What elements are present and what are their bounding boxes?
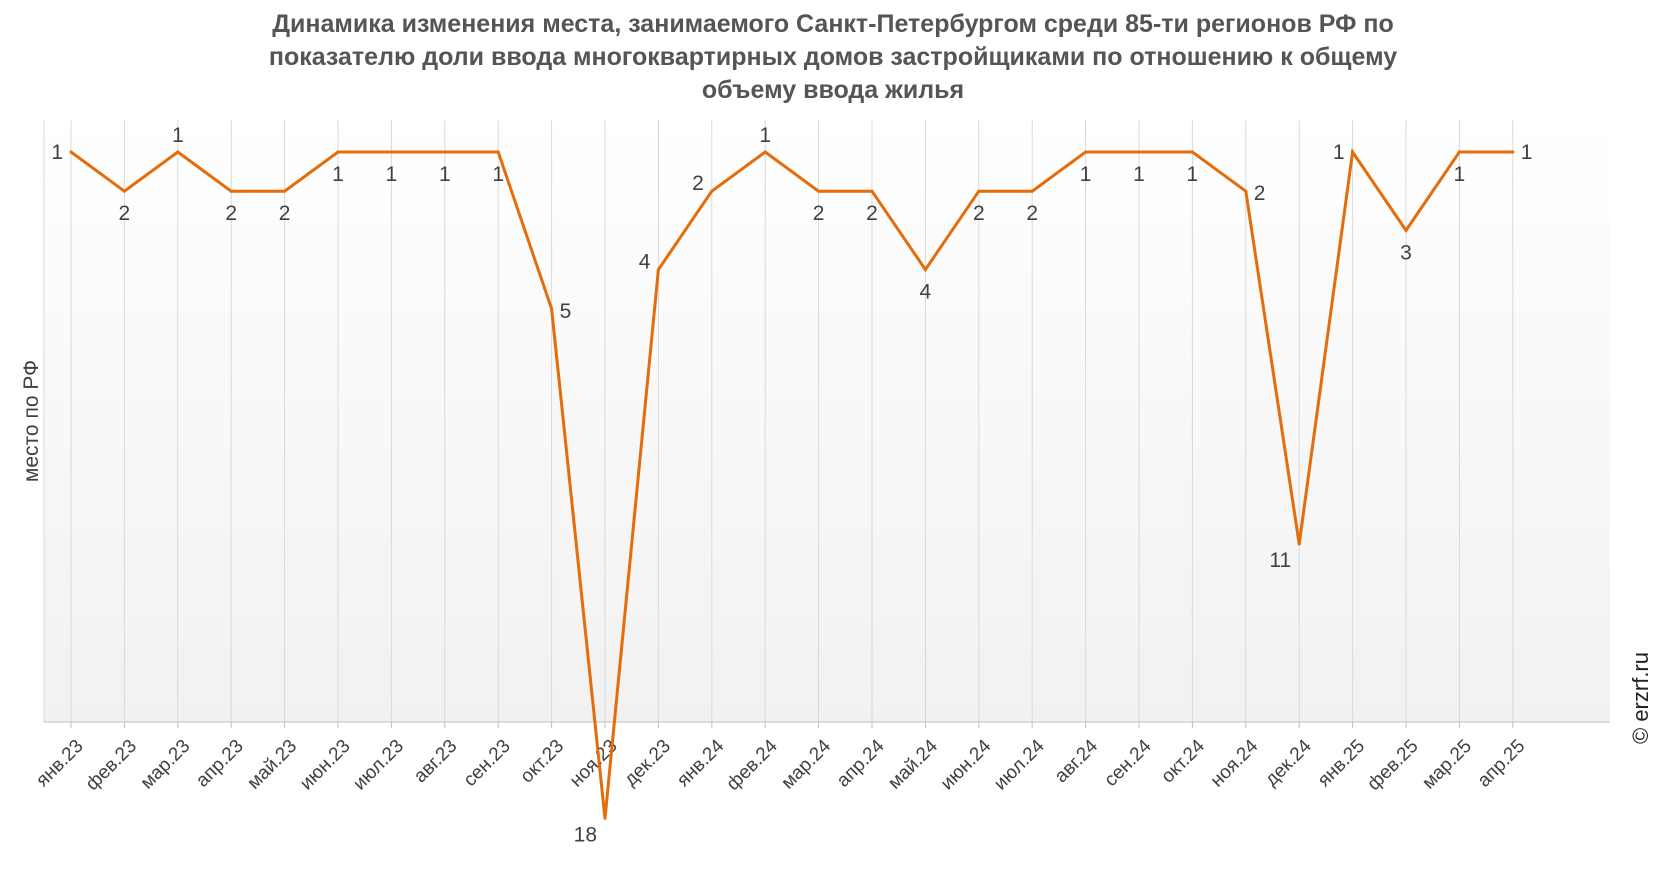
data-point (710, 189, 714, 193)
data-label: 2 (119, 202, 131, 225)
chart-title-line-1: Динамика изменения места, занимаемого Са… (272, 10, 1394, 38)
data-point (1137, 150, 1141, 154)
x-tick-label: фев.25 (1363, 736, 1422, 795)
x-tick-label: июн.23 (296, 736, 355, 795)
plot-area (44, 120, 1610, 722)
chart-title-line-2: показателю доли ввода многоквартирных до… (268, 43, 1398, 71)
data-point (389, 150, 393, 154)
data-point (1244, 189, 1248, 193)
x-tick-label: апр.24 (833, 735, 889, 791)
data-label: 1 (1080, 163, 1092, 186)
data-label: 1 (1333, 141, 1345, 164)
data-label: 1 (332, 163, 344, 186)
data-label: 18 (574, 823, 597, 846)
data-point (763, 150, 767, 154)
x-tick-label: мар.25 (1418, 736, 1476, 794)
x-tick-label: мар.24 (777, 735, 835, 793)
data-point (443, 150, 447, 154)
data-point (1404, 228, 1408, 232)
data-point (496, 150, 500, 154)
data-label: 4 (920, 281, 932, 304)
data-label: 1 (759, 124, 771, 147)
data-point (817, 189, 821, 193)
chart-title-line-3: объему ввода жилья (701, 76, 965, 104)
x-tick-label: сен.23 (460, 736, 515, 791)
x-tick-label: мар.23 (137, 736, 195, 794)
x-tick-label: окт.23 (516, 736, 568, 788)
data-point (1190, 150, 1194, 154)
data-point (1351, 150, 1355, 154)
x-tick-label: фев.23 (82, 736, 141, 795)
data-point (923, 268, 927, 272)
data-point (977, 189, 981, 193)
x-tick-label: май.23 (243, 736, 301, 794)
data-point (229, 189, 233, 193)
gridlines (43, 120, 1514, 722)
x-axis-ticks (70, 722, 1514, 728)
data-label: 5 (560, 300, 572, 323)
data-label: 1 (1133, 163, 1145, 186)
data-label: 2 (973, 202, 985, 225)
x-tick-label: янв.25 (1314, 736, 1369, 791)
series-line-group (69, 147, 1515, 820)
data-point (1297, 542, 1301, 546)
x-tick-label: авг.24 (1051, 735, 1103, 787)
chart-title: Динамика изменения места, занимаемого Са… (0, 8, 1666, 107)
data-point (870, 189, 874, 193)
x-tick-label: апр.25 (1474, 736, 1530, 792)
data-point (69, 150, 73, 154)
data-label: 11 (1269, 549, 1291, 572)
x-tick-label: июн.24 (937, 735, 996, 794)
data-label: 2 (692, 172, 704, 195)
data-label: 1 (386, 163, 398, 186)
data-label: 1 (1187, 163, 1199, 186)
x-tick-label: апр.23 (192, 736, 248, 792)
data-point (122, 189, 126, 193)
y-axis-label: место по РФ (20, 360, 43, 482)
data-point (1030, 189, 1034, 193)
data-point (1084, 150, 1088, 154)
x-tick-label: дек.23 (620, 736, 675, 791)
data-point (176, 150, 180, 154)
data-label: 1 (492, 163, 504, 186)
data-point (603, 816, 607, 820)
data-label: 1 (1521, 141, 1533, 164)
x-tick-label: июл.23 (349, 736, 408, 795)
x-tick-label: янв.24 (673, 735, 729, 791)
data-label: 3 (1400, 241, 1412, 264)
x-tick-label: май.24 (884, 735, 942, 793)
series-line (69, 147, 1515, 819)
x-tick-label: сен.24 (1100, 735, 1155, 790)
data-point (336, 150, 340, 154)
data-label: 1 (439, 163, 451, 186)
data-label: 2 (1254, 182, 1266, 205)
x-tick-label: авг.23 (410, 736, 461, 787)
watermark-text: © erzrf.ru (1628, 652, 1653, 744)
x-tick-label: июл.24 (990, 735, 1049, 794)
x-tick-label: фев.24 (723, 735, 782, 794)
data-point (1457, 150, 1461, 154)
x-tick-label: дек.24 (1261, 735, 1316, 790)
data-point (1511, 150, 1515, 154)
data-label: 2 (866, 202, 878, 225)
data-label: 1 (172, 124, 184, 147)
data-label: 1 (51, 141, 63, 164)
data-point (283, 189, 287, 193)
data-label: 4 (639, 251, 651, 274)
data-label: 1 (1454, 163, 1466, 186)
x-tick-label: ноя.24 (1207, 735, 1263, 791)
data-point (656, 268, 660, 272)
x-tick-label: окт.24 (1157, 735, 1209, 787)
x-axis-labels: янв.23фев.23мар.23апр.23май.23июн.23июл.… (32, 735, 1529, 795)
data-label: 2 (813, 202, 825, 225)
x-tick-label: янв.23 (32, 736, 87, 791)
data-label: 2 (1026, 202, 1038, 225)
data-label: 2 (225, 202, 237, 225)
data-point (550, 307, 554, 311)
watermark: © erzrf.ru (1626, 598, 1656, 798)
data-label: 2 (279, 202, 291, 225)
